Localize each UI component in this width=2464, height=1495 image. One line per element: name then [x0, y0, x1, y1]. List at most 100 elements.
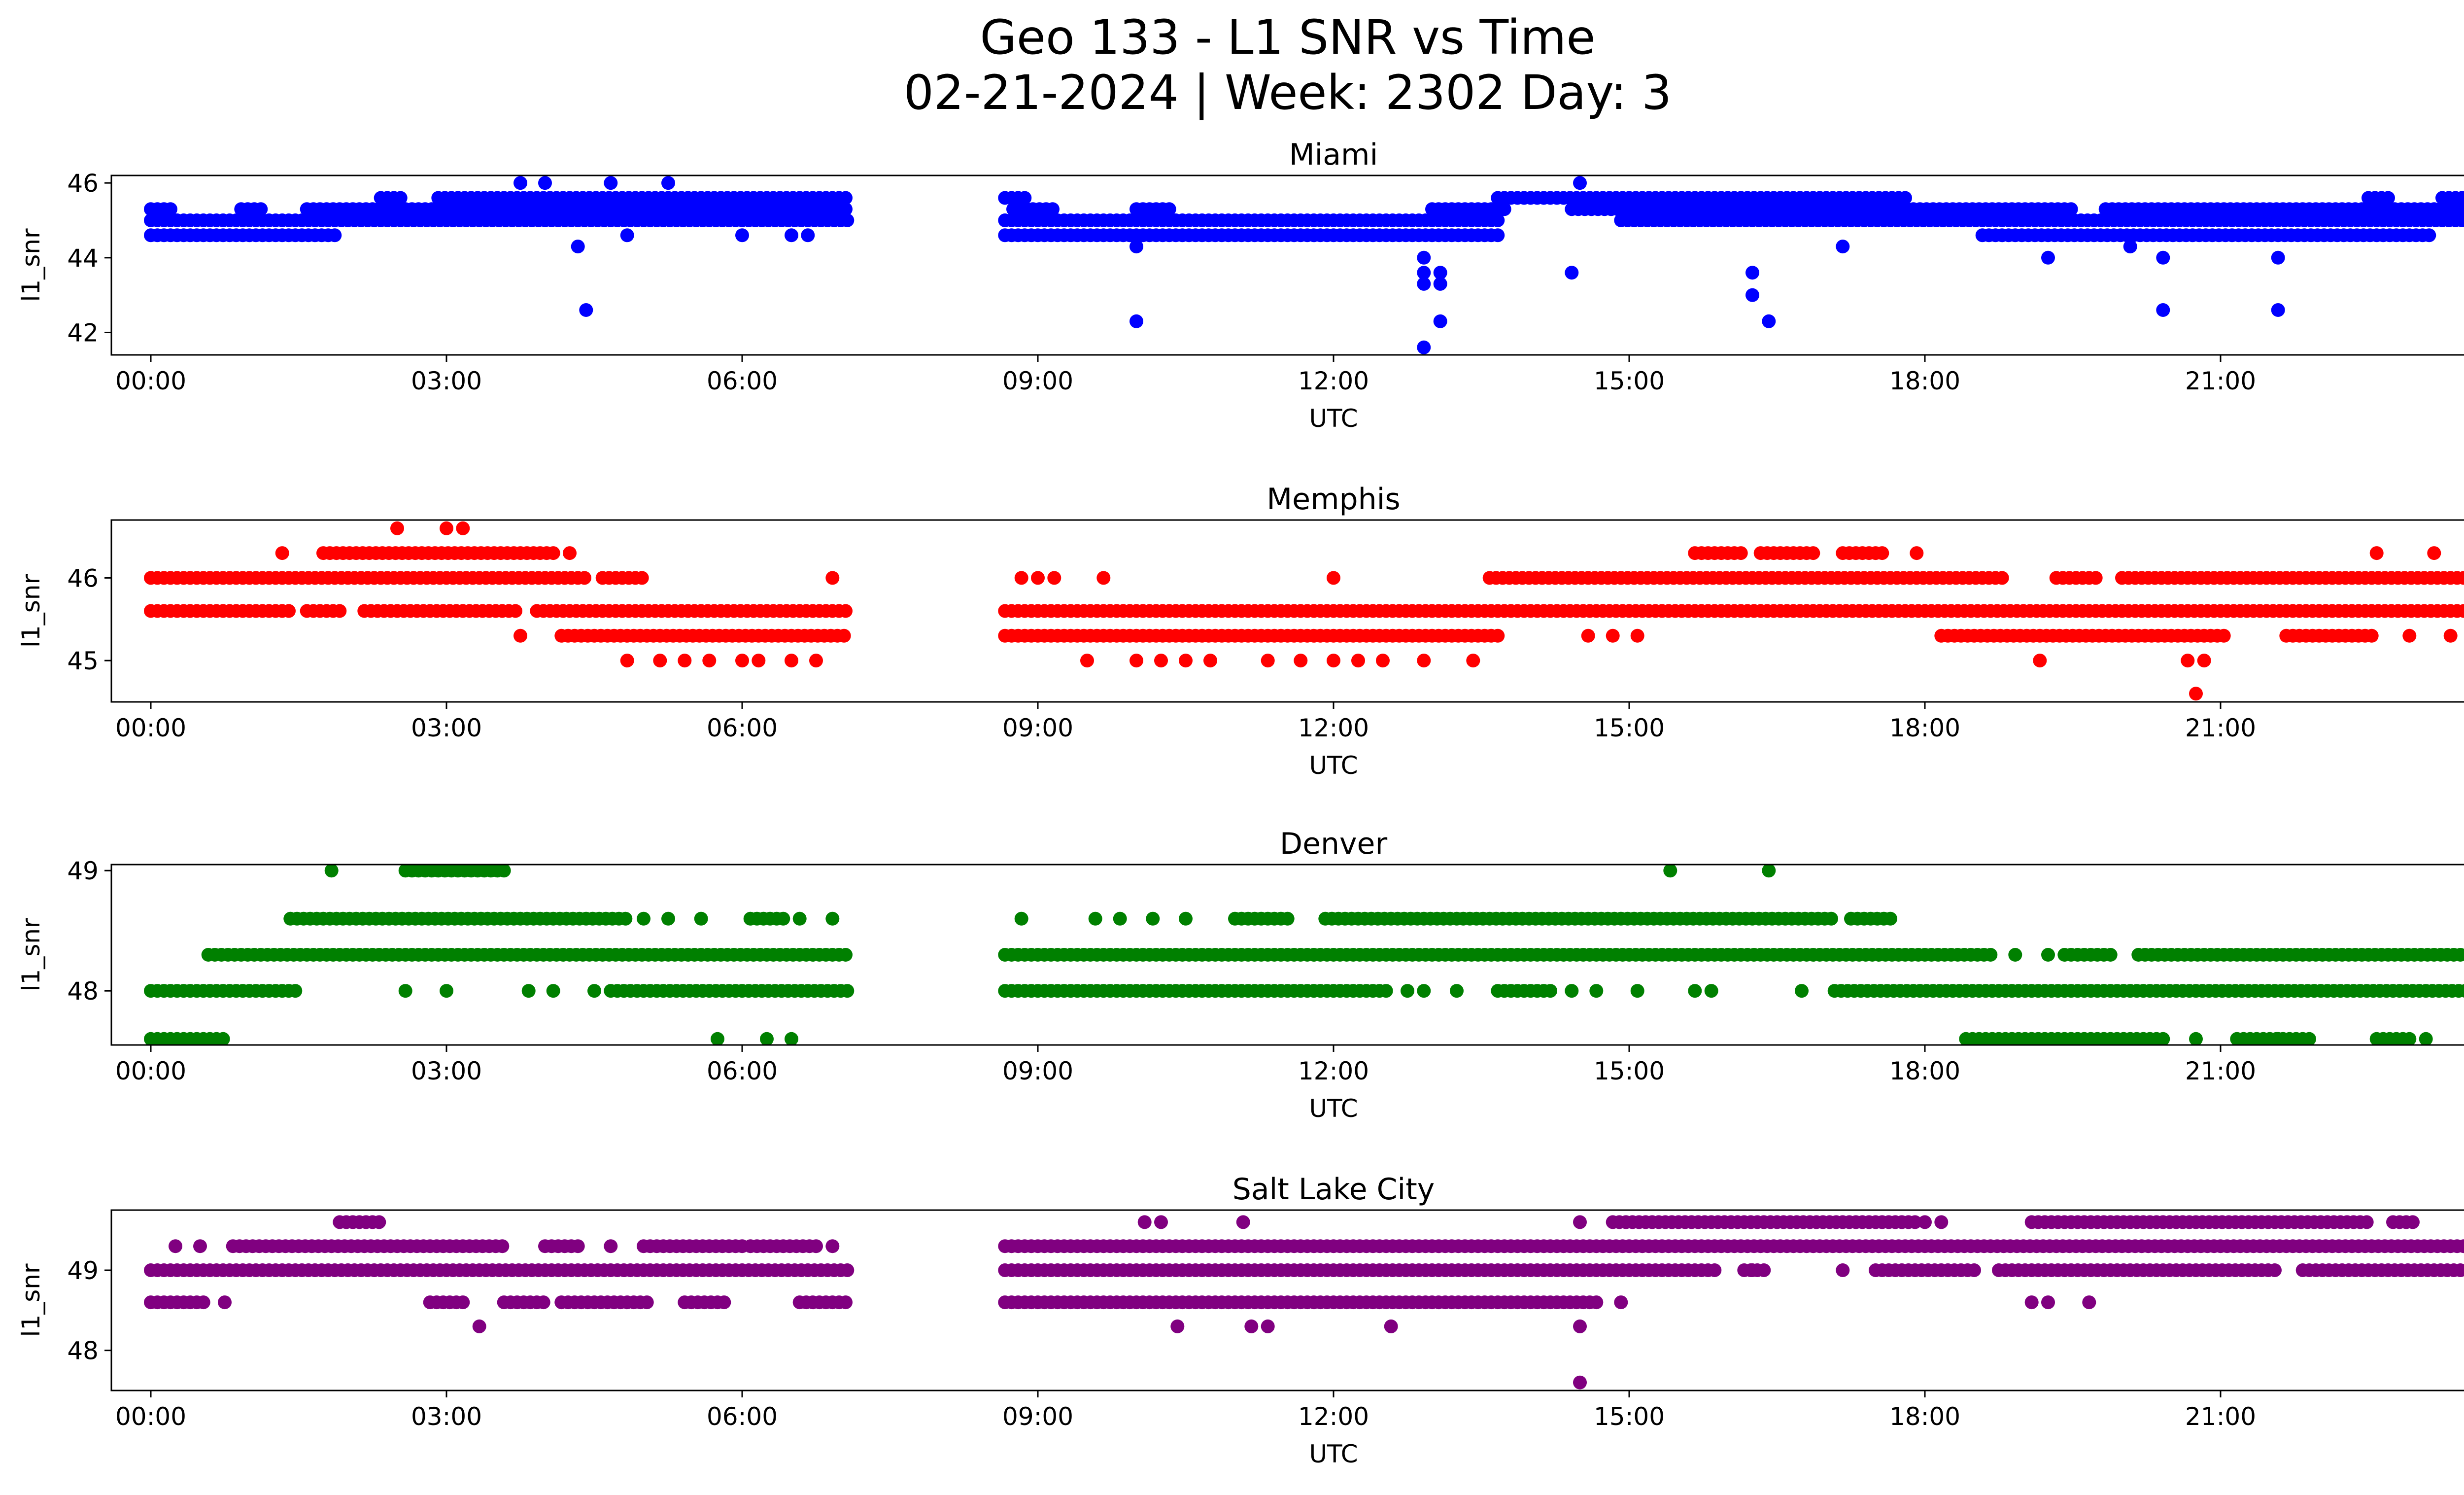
data-point	[513, 176, 527, 190]
figure-subtitle: 02-21-2024 | Week: 2302 Day: 3	[903, 65, 1672, 120]
data-point	[254, 202, 268, 216]
data-point	[1688, 984, 1702, 998]
data-point	[1236, 1215, 1250, 1229]
data-point	[2156, 250, 2170, 265]
x-tick-label: 12:00	[1298, 1057, 1369, 1085]
data-point	[1762, 865, 1776, 878]
x-tick-label: 06:00	[707, 1402, 778, 1431]
data-point	[1031, 571, 1045, 585]
data-point	[2064, 202, 2078, 216]
x-tick-label: 00:00	[115, 1402, 186, 1431]
data-point	[1708, 1263, 1722, 1277]
data-point	[1244, 1319, 1259, 1333]
data-point	[2360, 1215, 2374, 1229]
x-tick-label: 00:00	[115, 1057, 186, 1085]
x-tick-label: 15:00	[1594, 1057, 1665, 1085]
x-tick-label: 15:00	[1594, 367, 1665, 395]
data-point	[2422, 228, 2436, 243]
data-point	[1294, 654, 1308, 668]
data-point	[2427, 546, 2441, 560]
data-point	[578, 571, 591, 585]
data-point	[1565, 984, 1579, 998]
data-point	[1984, 948, 1998, 962]
y-tick-label: 49	[67, 1256, 99, 1285]
data-point	[604, 176, 618, 190]
data-point	[1179, 911, 1193, 926]
data-point	[282, 604, 296, 618]
data-point	[1630, 984, 1644, 998]
data-point	[1450, 984, 1464, 998]
x-tick-label: 06:00	[707, 714, 778, 742]
data-point	[1491, 228, 1505, 243]
data-point	[2443, 628, 2458, 643]
data-point	[711, 1032, 724, 1045]
data-point	[2156, 1032, 2170, 1045]
subplot-title-miami: Miami	[1289, 138, 1378, 172]
data-point	[1129, 654, 1143, 668]
data-point	[735, 654, 749, 668]
data-point	[1491, 213, 1505, 227]
x-axis-label: UTC	[1309, 1440, 1358, 1468]
data-point	[196, 1295, 210, 1310]
data-point	[1088, 911, 1102, 926]
data-point	[536, 1295, 550, 1310]
x-tick-label: 06:00	[707, 1057, 778, 1085]
data-point	[1757, 1263, 1771, 1277]
y-tick-label: 44	[67, 244, 99, 273]
y-tick-label: 42	[67, 319, 99, 348]
data-point	[456, 521, 470, 535]
data-point	[2041, 1295, 2055, 1310]
data-point	[785, 1032, 798, 1045]
data-point	[1203, 654, 1217, 668]
data-point	[2455, 213, 2464, 227]
y-axis-label: l1_snr	[17, 574, 45, 648]
subplot-title-denver: Denver	[1280, 827, 1388, 861]
subplot-title-memphis: Memphis	[1266, 482, 1400, 517]
data-point	[1154, 654, 1168, 668]
data-point	[1745, 266, 1759, 280]
data-point	[1327, 654, 1340, 668]
data-point	[1280, 911, 1295, 926]
data-point	[513, 628, 527, 643]
data-point	[1351, 654, 1365, 668]
data-point	[2364, 628, 2379, 643]
data-point	[275, 546, 289, 560]
x-tick-label: 03:00	[411, 367, 482, 395]
x-tick-label: 21:00	[2185, 1057, 2256, 1085]
data-point	[1433, 314, 1447, 328]
data-point	[587, 984, 601, 998]
data-point	[1491, 628, 1505, 643]
data-point	[839, 604, 853, 618]
data-point	[333, 604, 347, 618]
subplot-salt-lake-city: 00:00 03:00 06:00 09:00 12:00 15:00 18:00 21:00…	[17, 1172, 2464, 1468]
data-point	[2024, 1295, 2039, 1310]
data-point	[717, 1295, 731, 1310]
x-tick-label: 18:00	[1889, 367, 1960, 395]
data-point	[839, 948, 853, 962]
data-point	[2457, 1239, 2464, 1253]
data-point	[2455, 191, 2464, 205]
data-point	[1875, 546, 1889, 560]
data-point	[1573, 1375, 1587, 1390]
data-point	[839, 202, 853, 216]
data-point	[2088, 571, 2103, 585]
data-point	[1417, 984, 1431, 998]
data-point	[390, 521, 404, 535]
x-tick-label: 21:00	[2185, 1402, 2256, 1431]
data-point	[1417, 277, 1431, 291]
data-point	[785, 654, 798, 668]
data-point	[2406, 1215, 2420, 1229]
data-point	[1573, 176, 1587, 190]
data-point	[1376, 654, 1390, 668]
data-point	[1146, 911, 1160, 926]
data-point	[571, 1239, 585, 1253]
data-point	[1261, 1319, 1275, 1333]
data-point	[579, 303, 593, 317]
data-point	[2419, 1032, 2433, 1045]
data-point	[2402, 628, 2417, 643]
subplot-miami: 00:00 03:00 06:00 09:00 12:00 15:00 18:00 21:00…	[17, 138, 2464, 433]
data-point	[825, 571, 840, 585]
y-axis-label: l1_snr	[17, 918, 45, 991]
data-point	[1589, 984, 1604, 998]
